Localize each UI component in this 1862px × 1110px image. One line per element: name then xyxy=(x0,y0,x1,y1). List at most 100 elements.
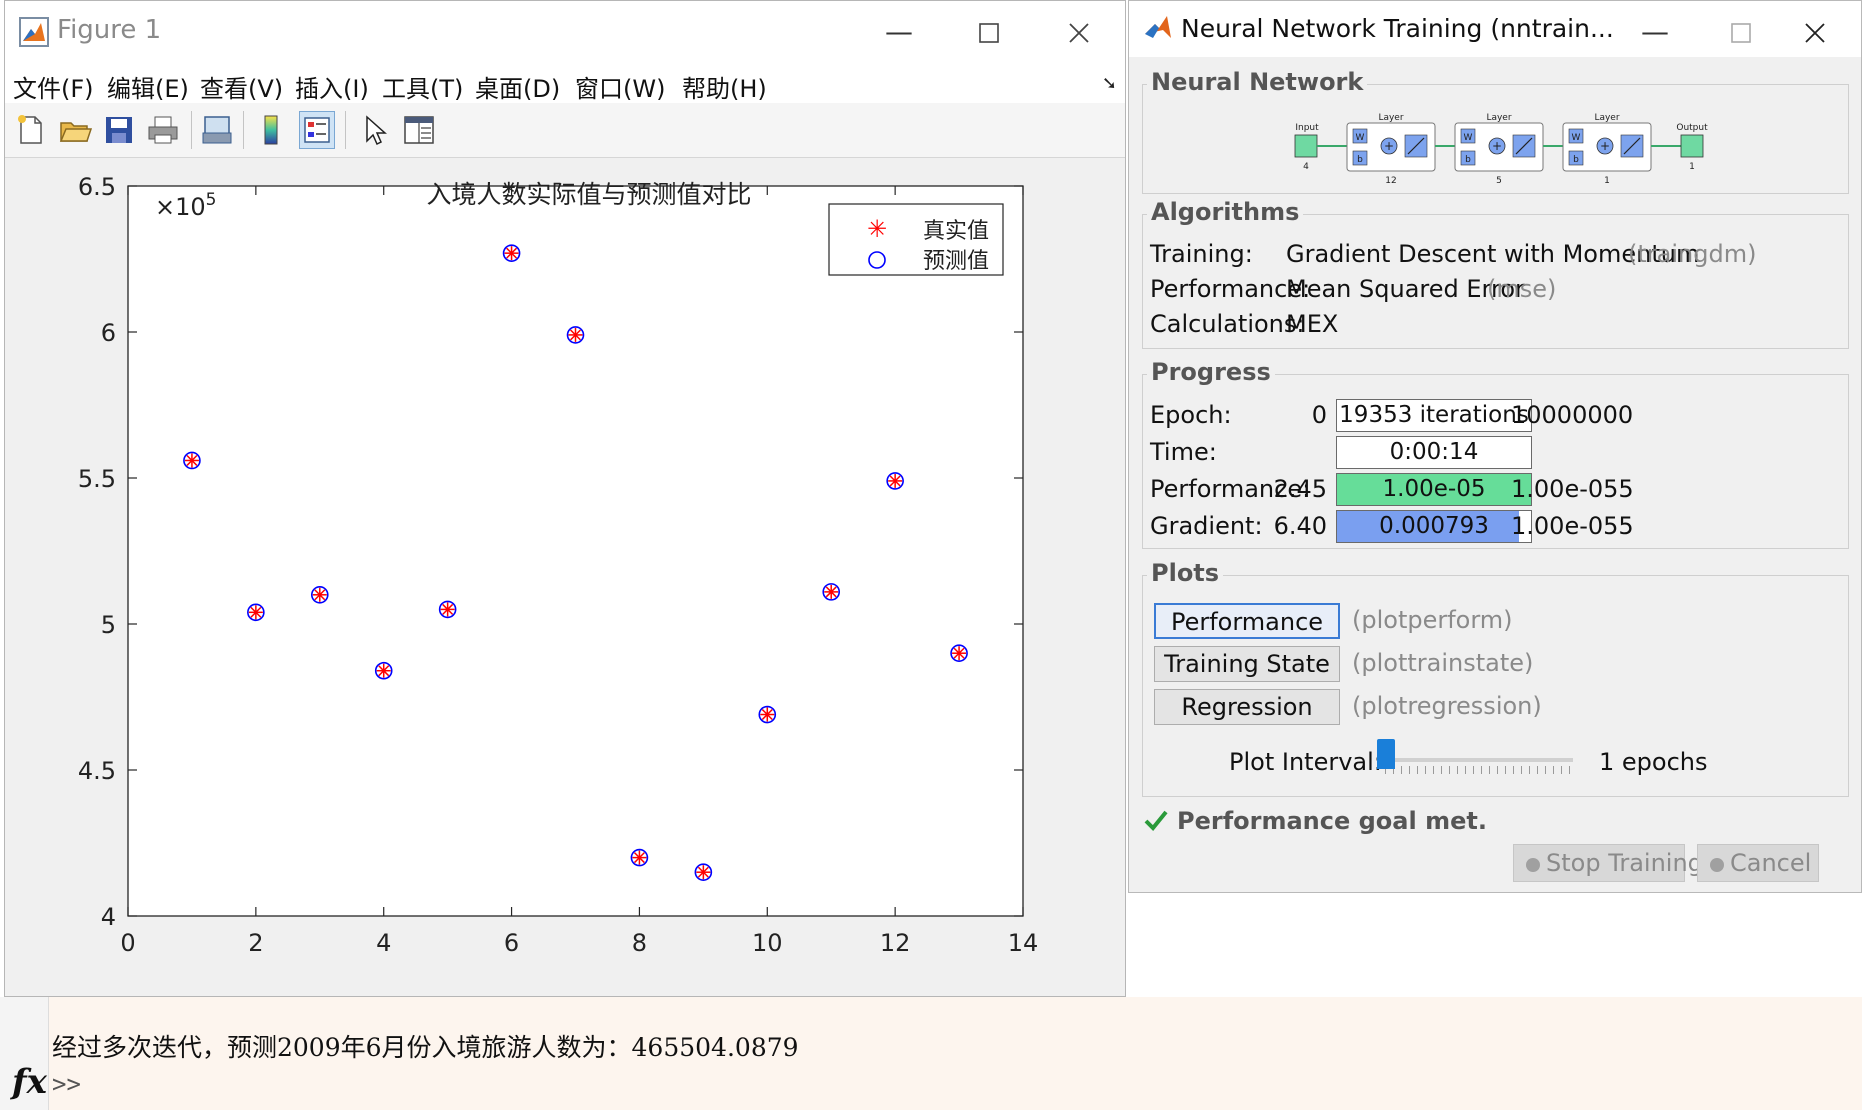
calculations-label: Calculations: xyxy=(1150,310,1305,338)
performance-value: Mean Squared Error xyxy=(1286,275,1525,303)
toolbar-separator xyxy=(243,111,244,149)
transfer-fn-curve xyxy=(1515,137,1533,155)
legend-label-actual: 真实值 xyxy=(923,219,989,244)
training-value: Gradient Descent with Momentum xyxy=(1286,240,1700,268)
weight-label: W xyxy=(1464,133,1473,143)
menu-window[interactable]: 窗口(W) xyxy=(575,75,666,103)
y-tick-label: 6 xyxy=(101,319,116,347)
figure-toolbar xyxy=(5,103,1125,158)
command-prompt[interactable]: >> xyxy=(52,1070,81,1098)
plot-area xyxy=(127,185,1024,917)
output-node xyxy=(1680,134,1704,158)
actual-point xyxy=(568,327,583,342)
plottrainstate-button[interactable]: Training State xyxy=(1154,646,1340,682)
x-tick-label: 8 xyxy=(632,929,647,957)
dock-arrow-icon[interactable]: ➘ xyxy=(1101,73,1117,94)
print-icon[interactable] xyxy=(145,111,181,149)
actual-point xyxy=(824,584,839,599)
legend-marker-predicted xyxy=(868,251,886,269)
predicted-point xyxy=(374,661,393,680)
pointer-icon[interactable] xyxy=(357,111,393,149)
cancel-label: Cancel xyxy=(1730,849,1812,877)
nn-maximize-button[interactable] xyxy=(1697,1,1785,63)
figure-menubar: 文件(F) 编辑(E) 查看(V) 插入(I) 工具(T) 桌面(D) 窗口(W… xyxy=(5,63,1125,103)
performance-end: 1.00e-055 xyxy=(1511,475,1634,503)
y-tick-label: 5.5 xyxy=(78,465,116,493)
predicted-point xyxy=(950,644,968,663)
close-icon xyxy=(1069,22,1089,43)
menu-tools[interactable]: 工具(T) xyxy=(382,75,464,103)
new-figure-icon[interactable] xyxy=(13,111,49,149)
nntraintool-titlebar[interactable]: Neural Network Training (nntrain... — xyxy=(1129,1,1861,57)
print-preview-icon[interactable] xyxy=(199,111,235,149)
plotperform-button[interactable]: Performance xyxy=(1154,603,1340,639)
actual-point xyxy=(952,646,967,661)
legend-box[interactable]: ✳ 真实值 预测值 xyxy=(828,203,1004,276)
open-file-icon[interactable] xyxy=(57,111,93,149)
network-diagram: Input 4 Layer Wb +12 Layer Wb +5 Layer Wb +1 Output… xyxy=(1294,113,1708,186)
x-tick-label: 14 xyxy=(1008,929,1039,957)
stop-training-button[interactable]: Stop Training xyxy=(1513,844,1703,882)
x-tick-label: 12 xyxy=(880,929,911,957)
function-browser-icon[interactable]: fx xyxy=(12,1062,47,1102)
nntraintool-title: Neural Network Training (nntrain... xyxy=(1181,14,1614,43)
sum-node xyxy=(1380,137,1398,155)
scatter-plot[interactable]: 0 2 4 6 8 10 12 14 4 4.5 5 5.5 6 6.5 入境人数实际值与预测值对比 ×1… xyxy=(5,157,1125,997)
input-size: 4 xyxy=(1303,162,1309,172)
close-button[interactable] xyxy=(1035,1,1123,63)
algorithms-panel: Algorithms Training: Gradient Descent wi… xyxy=(1142,198,1849,349)
minimize-button[interactable]: — xyxy=(885,15,913,48)
time-progress-bar: 0:00:14 xyxy=(1336,436,1532,469)
y-tick-label: 4 xyxy=(101,903,116,931)
figure-window: Figure 1 — 文件(F) 编辑(E) 查看(V) 插入(I) 工具(T)… xyxy=(4,0,1126,997)
performance-progress-fill xyxy=(1337,474,1531,505)
maximize-button[interactable] xyxy=(945,1,1033,63)
nn-minimize-button[interactable]: — xyxy=(1641,15,1669,48)
weight-label: W xyxy=(1356,133,1365,143)
input-node xyxy=(1294,134,1318,158)
plotregression-fn: (plotregression) xyxy=(1352,692,1542,720)
menu-file[interactable]: 文件(F) xyxy=(13,75,94,103)
y-multiplier: ×105 xyxy=(155,190,216,221)
predicted-point xyxy=(247,603,265,622)
command-output-line: 经过多次迭代，预测2009年6月份入境旅游人数为：465504.0879 xyxy=(52,1033,799,1062)
cancel-button[interactable]: Cancel xyxy=(1697,844,1819,882)
gradient-current: 0.000793 xyxy=(1379,513,1489,539)
time-current: 0:00:14 xyxy=(1389,439,1479,465)
predicted-point xyxy=(822,583,841,601)
cancel-icon xyxy=(1710,858,1724,872)
menu-insert[interactable]: 插入(I) xyxy=(295,75,369,103)
input-label: Input xyxy=(1295,123,1319,133)
training-label: Training: xyxy=(1150,240,1253,268)
menu-view[interactable]: 查看(V) xyxy=(200,75,284,103)
legend-button[interactable] xyxy=(299,111,335,149)
predicted-point xyxy=(310,585,329,604)
nn-close-button[interactable] xyxy=(1771,1,1859,63)
menu-desktop[interactable]: 桌面(D) xyxy=(475,75,561,103)
panel-title-progress: Progress xyxy=(1147,358,1275,386)
plotregression-button[interactable]: Regression xyxy=(1154,689,1340,725)
plot-interval-thumb[interactable] xyxy=(1377,739,1395,769)
y-multiplier-base: ×10 xyxy=(155,193,206,221)
sum-symbol: + xyxy=(1600,139,1610,153)
command-window-gutter xyxy=(0,997,49,1110)
status-message: Performance goal met. xyxy=(1177,807,1487,835)
property-editor-icon[interactable] xyxy=(401,111,437,149)
chart-title: 入境人数实际值与预测值对比 xyxy=(426,180,751,209)
save-icon[interactable] xyxy=(101,111,137,149)
weight-box xyxy=(1460,128,1476,144)
panel-title-algorithms: Algorithms xyxy=(1147,198,1304,226)
plot-interval-slider[interactable] xyxy=(1385,758,1573,762)
epoch-start: 0 xyxy=(1311,401,1327,429)
colorbar-icon[interactable] xyxy=(253,111,289,149)
sum-node xyxy=(1596,137,1614,155)
legend-icon xyxy=(304,117,330,143)
command-window[interactable] xyxy=(0,997,1862,1110)
calculations-value: MEX xyxy=(1286,310,1339,338)
menu-help[interactable]: 帮助(H) xyxy=(682,75,767,103)
figure-titlebar[interactable]: Figure 1 — xyxy=(5,1,1125,63)
menu-edit[interactable]: 编辑(E) xyxy=(107,75,189,103)
gradient-progress-bar: 0.000793 xyxy=(1336,510,1532,543)
bias-box xyxy=(1352,150,1368,166)
actual-point xyxy=(632,850,647,865)
